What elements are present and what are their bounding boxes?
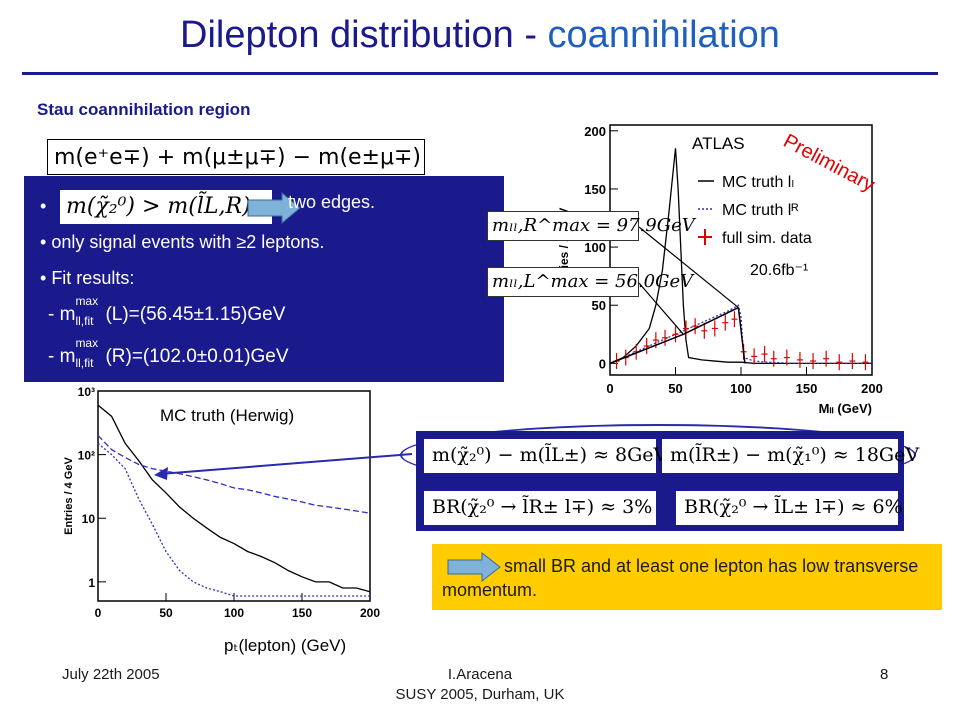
fit-L-supsub: max ll,fit — [75, 294, 105, 328]
mc-truth-label: MC truth (Herwig) — [160, 406, 294, 425]
fit-L-sub: ll,fit — [75, 314, 94, 328]
mll-R-label: mₗₗ,R^max = 97.9GeV — [487, 211, 695, 241]
y-tick-label: 1 — [88, 576, 95, 590]
luminosity-label: 20.6fb⁻¹ — [750, 262, 808, 279]
footer-date: July 22th 2005 — [62, 666, 160, 683]
fit-R-max: max — [75, 336, 99, 350]
bullet-fit-results: • Fit results: — [40, 268, 135, 288]
bullet-signal-events: • only signal events with ≥2 leptons. — [40, 232, 325, 252]
arrow-right-icon — [247, 192, 301, 224]
mll-L-label: mₗₗ,L^max = 56.0GeV — [487, 267, 693, 297]
y-tick-label: 0 — [599, 356, 606, 371]
x-tick-label: 100 — [730, 381, 752, 396]
fit-L-value: (L)=(56.45±1.15)GeV — [105, 304, 286, 326]
x-tick-label: 0 — [95, 606, 102, 620]
pt-chart: 0 50 100 150 200 1 10 10² 10³ Entries / 4 GeV MC t… — [63, 385, 380, 620]
title-underline — [22, 72, 938, 75]
series-line — [97, 404, 371, 593]
fit-line — [609, 333, 684, 365]
fit-R-supsub: max ll,fit — [75, 336, 105, 370]
legend-entry: MC truth lᴿ — [722, 202, 799, 219]
conclusion-box: small BR and at least one lepton has low… — [432, 544, 942, 610]
pointer-line-R — [638, 226, 739, 309]
footer-author: I.Aracena — [447, 666, 513, 683]
x-tick-label: 0 — [606, 381, 613, 396]
y-tick-label: 10 — [82, 512, 96, 526]
series-line — [97, 442, 370, 597]
fit-R-prefix: - m — [48, 346, 76, 368]
br-box: m(χ̃₂⁰) − m(l̃L±) ≈ 8GeV m(l̃R±) − m(χ̃₁… — [416, 431, 919, 531]
atlas-label: ATLAS — [692, 134, 745, 153]
arrow-right-icon — [447, 552, 501, 582]
y-tick-label: 200 — [584, 124, 606, 139]
y-tick-label: 100 — [584, 240, 606, 255]
x-tick-label: 200 — [861, 381, 883, 396]
title-accent: coannihilation — [547, 14, 780, 56]
bullet: • — [40, 196, 47, 216]
x-axis-label: Mₗₗ (GeV) — [819, 401, 872, 416]
mass-diff-1: m(χ̃₂⁰) − m(l̃L±) ≈ 8GeV — [424, 439, 667, 473]
combination-formula: m(e⁺e∓) + m(μ±μ∓) − m(e±μ∓) — [47, 139, 425, 175]
series-line — [609, 148, 872, 365]
x-tick-label: 50 — [159, 606, 173, 620]
conclusion-text: small BR and at least one lepton has low… — [442, 556, 919, 600]
fit-L-prefix: - m — [48, 304, 76, 326]
y-tick-label: 10³ — [78, 385, 95, 399]
br-2: BR(χ̃₂⁰ → l̃L± l∓) ≈ 6% — [676, 491, 903, 525]
series-line — [97, 435, 371, 514]
fit-result-L: - m max ll,fit (L)=(56.45±1.15)GeV — [48, 294, 286, 328]
pt-chart-xlabel: pₜ(lepton) (GeV) — [224, 636, 347, 655]
br-1: BR(χ̃₂⁰ → l̃R± l∓) ≈ 3% — [424, 491, 656, 525]
y-tick-label: 50 — [592, 298, 606, 313]
fit-R-sub: ll,fit — [75, 356, 94, 370]
slide-title: Dilepton distribution - coannihilation — [0, 14, 960, 57]
footer-conference: SUSY 2005, Durham, UK — [395, 686, 565, 703]
edge-formula: m(χ̃₂⁰) > m(l̃L,R) — [60, 190, 272, 224]
edge-result: two edges. — [288, 192, 376, 212]
fit-results-text: Fit results: — [51, 268, 135, 288]
fit-R-value: (R)=(102.0±0.01)GeV — [105, 346, 289, 368]
signal-events-text: only signal events with ≥2 leptons. — [51, 232, 325, 252]
subtitle: Stau coannihilation region — [37, 100, 251, 119]
fit-result-R: - m max ll,fit (R)=(102.0±0.01)GeV — [48, 336, 289, 370]
pointer-arrow — [154, 453, 413, 480]
footer-page-number: 8 — [880, 666, 889, 683]
fit-line — [683, 306, 739, 335]
mass-diff-2: m(l̃R±) − m(χ̃₁⁰) ≈ 18GeV — [662, 439, 919, 473]
legend-entry: full sim. data — [722, 230, 812, 247]
x-tick-label: 200 — [360, 606, 380, 620]
results-box: • m(χ̃₂⁰) > m(l̃L,R) two edges. • only s… — [24, 176, 504, 382]
legend-entry: MC truth lₗ — [722, 174, 794, 191]
x-tick-label: 150 — [796, 381, 818, 396]
fit-line — [737, 307, 746, 364]
pointer-line-L — [638, 282, 684, 335]
title-main: Dilepton distribution - — [180, 14, 548, 56]
y-tick-label: 150 — [584, 182, 606, 197]
y-axis-label: Entries / 4 GeV — [63, 457, 75, 535]
x-tick-label: 150 — [292, 606, 312, 620]
series-line — [609, 304, 872, 365]
fit-L-max: max — [75, 294, 99, 308]
y-tick-label: 10² — [78, 449, 95, 463]
x-tick-label: 50 — [668, 381, 682, 396]
x-tick-label: 100 — [224, 606, 244, 620]
